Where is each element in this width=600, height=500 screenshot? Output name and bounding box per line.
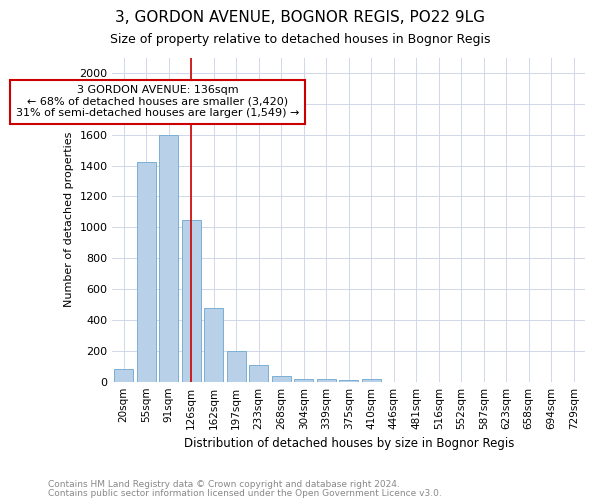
Text: 3, GORDON AVENUE, BOGNOR REGIS, PO22 9LG: 3, GORDON AVENUE, BOGNOR REGIS, PO22 9LG (115, 10, 485, 25)
Bar (137, 162, 156, 382)
Text: 3 GORDON AVENUE: 136sqm
← 68% of detached houses are smaller (3,420)
31% of semi: 3 GORDON AVENUE: 136sqm ← 68% of detache… (16, 86, 299, 118)
X-axis label: Distribution of detached houses by size in Bognor Regis: Distribution of detached houses by size … (184, 437, 514, 450)
Bar (362, 380, 381, 382)
Bar (182, 220, 201, 382)
Text: Contains HM Land Registry data © Crown copyright and database right 2024.: Contains HM Land Registry data © Crown c… (48, 480, 400, 489)
Y-axis label: Number of detached properties: Number of detached properties (64, 132, 74, 308)
Bar (159, 134, 178, 382)
Text: Contains public sector information licensed under the Open Government Licence v3: Contains public sector information licen… (48, 488, 442, 498)
Bar (227, 351, 246, 382)
Bar (272, 376, 291, 382)
Bar (114, 370, 133, 382)
Bar (249, 366, 268, 382)
Bar (204, 308, 223, 382)
Text: Size of property relative to detached houses in Bognor Regis: Size of property relative to detached ho… (110, 32, 490, 46)
Bar (339, 380, 358, 382)
Bar (317, 380, 336, 382)
Bar (294, 378, 313, 382)
